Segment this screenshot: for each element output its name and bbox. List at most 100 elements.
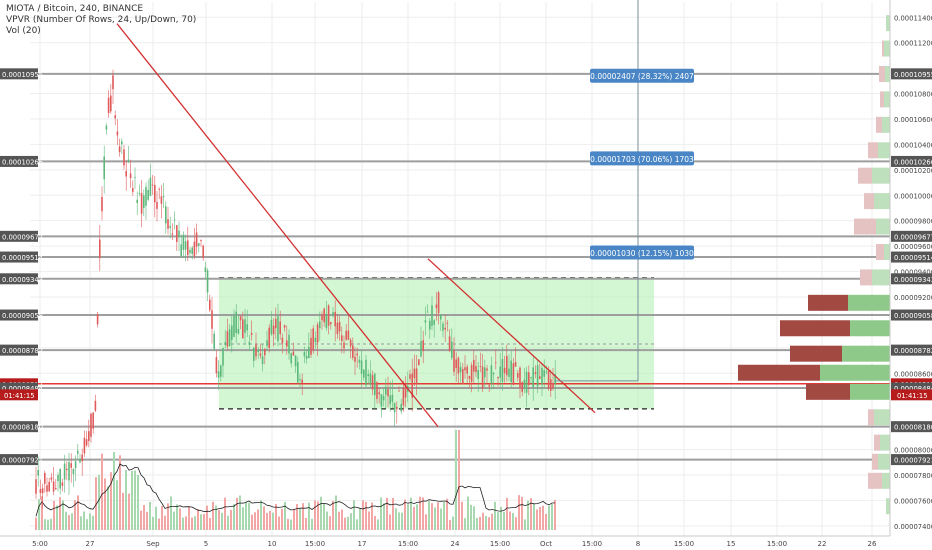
price-tick-label: 0.00010800 xyxy=(894,91,932,99)
volume-bar xyxy=(305,518,307,530)
volume-bar xyxy=(368,511,370,530)
candle-body xyxy=(59,468,61,489)
vpvr-indicator-label[interactable]: VPVR (Number Of Rows, 24, Up/Down, 70) xyxy=(6,15,197,25)
candle-body xyxy=(429,320,431,330)
left-level-label-text: 0.00009343 xyxy=(2,276,43,284)
volume-bar xyxy=(56,505,58,530)
volume-bar xyxy=(365,501,367,530)
candle-body xyxy=(495,362,497,364)
volume-bar xyxy=(314,500,316,530)
volume-bar xyxy=(416,504,418,530)
left-level-label-box xyxy=(0,382,38,394)
candle-body xyxy=(316,324,319,343)
candle-body xyxy=(125,171,127,177)
candle-body xyxy=(180,244,182,257)
volume-bar xyxy=(548,505,550,530)
candle-body xyxy=(136,199,138,203)
candle-body xyxy=(154,184,156,203)
price-tick-label: 0.00010600 xyxy=(894,116,932,124)
candle-body xyxy=(532,367,534,388)
candle-body xyxy=(424,320,427,323)
candle-body xyxy=(61,482,64,486)
volume-bar xyxy=(389,514,391,530)
left-level-label-text: 0.00007921 xyxy=(2,457,43,465)
candle-body xyxy=(239,316,242,321)
candle-body xyxy=(332,312,334,316)
candle-body xyxy=(521,382,523,392)
price-tick-label: 0.00010000 xyxy=(894,192,932,200)
candle-body xyxy=(440,314,442,320)
volume-bar xyxy=(125,470,127,530)
volume-bar xyxy=(77,495,79,530)
candle-body xyxy=(147,189,149,200)
vpvr-up-volume xyxy=(876,218,890,235)
candle-body xyxy=(393,402,396,413)
price-level-labels: 0.00010955 0.00010955 0.00010266 0.00010266… xyxy=(0,68,932,466)
vpvr-up-volume xyxy=(880,434,890,451)
volume-indicator-label[interactable]: Vol (20) xyxy=(6,26,41,36)
volume-bar xyxy=(386,497,388,530)
left-level-label-text: 0.00009677 xyxy=(2,233,43,241)
volume-bar xyxy=(194,516,196,530)
candle-body xyxy=(143,195,145,209)
candle-body xyxy=(217,371,220,378)
candle-body xyxy=(200,239,202,241)
volume-bar xyxy=(371,502,373,530)
chart-legend: MIOTA / Bitcoin, 240, BINANCE VPVR (Numb… xyxy=(6,4,196,37)
candle-body xyxy=(118,146,121,153)
vpvr-down-volume xyxy=(868,409,874,426)
vpvr-up-volume xyxy=(882,116,890,133)
volume-bar xyxy=(302,503,304,530)
candle-body xyxy=(330,322,332,325)
candle-body xyxy=(314,337,317,343)
time-tick-label: 15:00 xyxy=(305,540,325,548)
vpvr-down-volume xyxy=(808,294,848,311)
volume-bar xyxy=(227,515,229,530)
right-level-label-text: 0.00010955 xyxy=(894,71,932,79)
volume-bar xyxy=(545,513,547,530)
left-level-label-box xyxy=(0,155,38,167)
volume-bar xyxy=(230,509,232,530)
volume-bar xyxy=(329,516,331,530)
vpvr-up-volume xyxy=(874,193,890,210)
volume-bar xyxy=(41,496,43,530)
candle-body xyxy=(198,243,200,246)
candle-body xyxy=(48,481,50,492)
candle-body xyxy=(310,337,312,355)
volume-bar xyxy=(89,513,91,530)
candle-body xyxy=(250,332,253,335)
countdown-label-text: 01:41:15 xyxy=(4,392,35,400)
vpvr-down-volume xyxy=(854,218,876,235)
candle-body xyxy=(413,368,416,379)
candle-body xyxy=(547,371,550,389)
volume-bar xyxy=(503,511,505,530)
volume-bar xyxy=(464,518,466,530)
volume-bar xyxy=(200,514,202,530)
volume-bar xyxy=(185,516,187,530)
candle-body xyxy=(517,373,519,378)
candle-body xyxy=(220,365,222,377)
time-tick-label: 15:00 xyxy=(398,540,418,548)
candle-body xyxy=(129,173,132,179)
chart-title[interactable]: MIOTA / Bitcoin, 240, BINANCE xyxy=(6,4,144,14)
volume-bar xyxy=(419,496,421,530)
time-axis-bg xyxy=(0,536,932,550)
volume-bar xyxy=(122,492,124,530)
candle-body xyxy=(52,481,55,492)
volume-bar xyxy=(248,502,250,530)
candle-body xyxy=(347,330,350,340)
candle-body xyxy=(114,115,116,119)
candle-body xyxy=(191,247,193,254)
candle-body xyxy=(189,250,191,253)
volume-bar xyxy=(251,514,253,530)
volume-bar xyxy=(455,430,457,530)
vpvr-down-volume xyxy=(864,193,874,210)
volume-bar xyxy=(287,518,289,530)
vpvr-down-volume xyxy=(879,65,885,82)
right-level-label-text: 0.00009677 xyxy=(894,233,932,241)
candle-body xyxy=(261,356,264,365)
candle-body xyxy=(382,395,385,401)
left-level-label-box xyxy=(0,273,38,285)
vpvr-up-volume xyxy=(872,269,890,286)
